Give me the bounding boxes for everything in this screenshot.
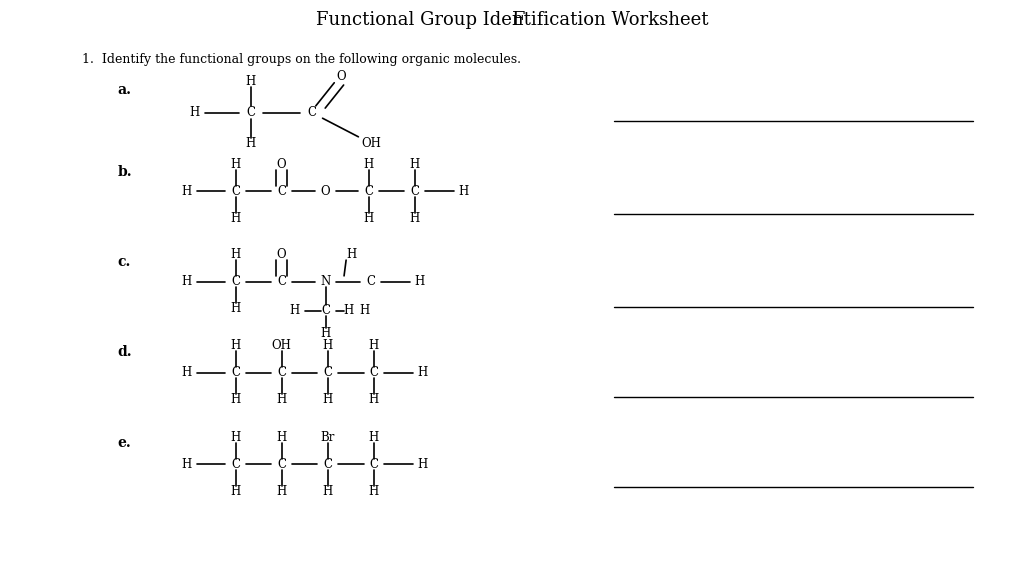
Text: C: C <box>367 275 375 288</box>
Text: C: C <box>231 458 240 471</box>
Text: C: C <box>308 106 316 119</box>
Text: C: C <box>247 106 255 119</box>
Text: H: H <box>181 275 191 288</box>
Text: H: H <box>181 185 191 198</box>
Text: H: H <box>410 158 420 171</box>
Text: C: C <box>278 275 286 288</box>
Text: C: C <box>370 458 378 471</box>
Text: C: C <box>411 185 419 198</box>
Text: H: H <box>246 137 256 150</box>
Text: d.: d. <box>118 345 132 359</box>
Text: H: H <box>230 393 241 406</box>
Text: e.: e. <box>118 436 131 450</box>
Text: C: C <box>370 366 378 379</box>
Text: H: H <box>321 327 331 340</box>
Text: H: H <box>410 212 420 225</box>
Text: H: H <box>290 304 300 318</box>
Text: H: H <box>323 485 333 498</box>
Text: H: H <box>246 75 256 88</box>
Text: a.: a. <box>118 83 132 97</box>
Text: H: H <box>369 393 379 406</box>
Text: F: F <box>512 11 525 29</box>
Text: C: C <box>324 366 332 379</box>
Text: OH: OH <box>361 137 382 150</box>
Text: C: C <box>231 366 240 379</box>
Text: H: H <box>230 431 241 444</box>
Text: H: H <box>418 366 428 379</box>
Text: H: H <box>346 248 356 261</box>
Text: C: C <box>278 458 286 471</box>
Text: H: H <box>323 393 333 406</box>
Text: O: O <box>276 248 287 261</box>
Text: O: O <box>336 69 346 83</box>
Text: C: C <box>278 185 286 198</box>
Text: H: H <box>181 366 191 379</box>
Text: H: H <box>369 339 379 352</box>
Text: H: H <box>369 431 379 444</box>
Text: H: H <box>189 106 200 119</box>
Text: Functional Group Identification Worksheet: Functional Group Identification Workshee… <box>315 11 709 29</box>
Text: H: H <box>276 431 287 444</box>
Text: H: H <box>359 304 370 318</box>
Text: C: C <box>324 458 332 471</box>
Text: H: H <box>230 339 241 352</box>
Text: OH: OH <box>271 339 292 352</box>
Text: H: H <box>230 485 241 498</box>
Text: N: N <box>321 275 331 288</box>
Text: H: H <box>230 212 241 225</box>
Text: H: H <box>343 304 353 318</box>
Text: H: H <box>230 158 241 171</box>
Text: H: H <box>323 339 333 352</box>
Text: H: H <box>415 275 425 288</box>
Text: O: O <box>276 158 287 171</box>
Text: H: H <box>230 302 241 315</box>
Text: Br: Br <box>321 431 335 444</box>
Text: C: C <box>322 304 330 318</box>
Text: c.: c. <box>118 255 131 269</box>
Text: C: C <box>231 185 240 198</box>
Text: H: H <box>230 248 241 261</box>
Text: H: H <box>276 393 287 406</box>
Text: H: H <box>459 185 469 198</box>
Text: H: H <box>418 458 428 471</box>
Text: H: H <box>369 485 379 498</box>
Text: O: O <box>321 185 331 198</box>
Text: C: C <box>365 185 373 198</box>
Text: H: H <box>364 212 374 225</box>
Text: H: H <box>181 458 191 471</box>
Text: C: C <box>278 366 286 379</box>
Text: b.: b. <box>118 165 132 178</box>
Text: 1.  Identify the functional groups on the following organic molecules.: 1. Identify the functional groups on the… <box>82 52 521 66</box>
Text: C: C <box>231 275 240 288</box>
Text: H: H <box>276 485 287 498</box>
Text: H: H <box>364 158 374 171</box>
